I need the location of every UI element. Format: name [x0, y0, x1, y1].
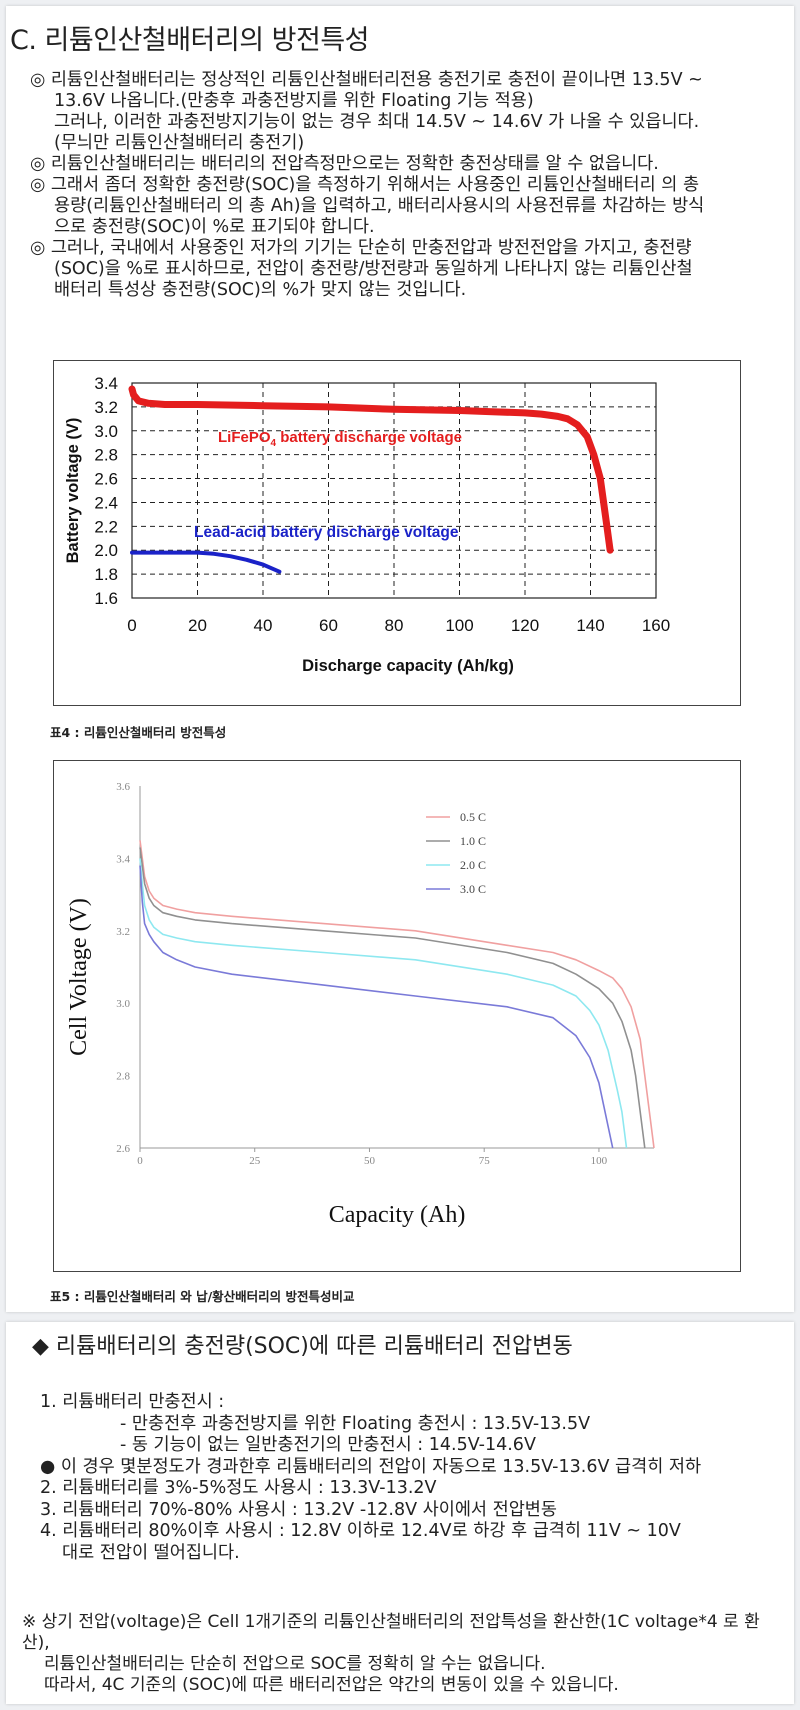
lead-acid-series-label: Lead-acid battery discharge voltage — [194, 524, 459, 541]
y-tick-label: 2.0 — [94, 541, 118, 560]
chart2-caption: 표5 : 리튬인산철배터리 와 납/황산배터리의 방전특성비교 — [50, 1289, 355, 1304]
y-tick-label: 2.6 — [94, 470, 118, 489]
series-line-1 — [139, 840, 655, 1149]
intro-paragraph: 그러나, 이러한 과충전방지기능이 없는 경우 최대 14.5V ~ 14.6V… — [30, 112, 770, 154]
chart1-svg: 3.4 3.2 3.0 2.8 2.6 2.4 2.2 2.0 1.8 1.6 0 20 40 60 80 1… — [64, 374, 670, 675]
y-tick-label: 2.6 — [116, 1143, 130, 1155]
chart-lifepo4-discharge: 3.4 3.2 3.0 2.8 2.6 2.4 2.2 2.0 1.8 1.6 0 20 40 60 80 1… — [53, 360, 741, 706]
lead-acid-discharge-line — [130, 550, 282, 574]
y-tick-label: 3.2 — [94, 398, 118, 417]
lifepo4-discharge-line — [128, 385, 614, 554]
intro-line: ◎ 그래서 좀더 정확한 충전량(SOC)을 측정하기 위해서는 사용중인 리튬… — [30, 175, 700, 195]
x-tick-label: 160 — [642, 616, 670, 635]
chart1-caption: 표4 : 리튬인산철배터리 방전특성 — [50, 725, 227, 740]
intro-line: ◎ 리튬인산철배터리는 배터리의 전압측정만으로는 정확한 충전상태를 알 수 … — [30, 154, 659, 174]
lifepo4-series-label: LiFePO4 battery discharge voltage — [218, 429, 462, 449]
chart-cell-voltage-capacity: 3.6 3.4 3.2 3.0 2.8 2.6 0 25 50 75 100 Capacity (Ah… — [53, 760, 741, 1272]
intro-line: 배터리 특성상 충전량(SOC)의 %가 맞지 않는 것입니다. — [54, 280, 467, 300]
soc-section-title: ◆ 리튬배터리의 충전량(SOC)에 따른 리튬배터리 전압변동 — [32, 1334, 573, 1359]
chart2-svg: 3.6 3.4 3.2 3.0 2.8 2.6 0 25 50 75 100 Capacity (Ah… — [66, 781, 655, 1228]
x-tick-label: 80 — [385, 616, 404, 635]
intro-paragraph: ◎ 리튬인산철배터리는 정상적인 리튬인산철배터리전용 충전기로 충전이 끝이나… — [30, 70, 770, 112]
x-tick-label: 60 — [319, 616, 338, 635]
x-axis-label: Discharge capacity (Ah/kg) — [302, 657, 514, 675]
y-axis-label: Cell Voltage (V) — [66, 898, 92, 1056]
x-tick-label: 120 — [511, 616, 539, 635]
y-tick-label: 3.4 — [94, 374, 118, 393]
soc-note: ※ 상기 전압(voltage)은 Cell 1개기준의 리튬인산철배터리의 전… — [22, 1612, 782, 1696]
soc-list-item: 대로 전압이 떨어집니다. — [62, 1542, 240, 1563]
intro-line: 그러나, 이러한 과충전방지기능이 없는 경우 최대 14.5V ~ 14.6V… — [54, 112, 700, 132]
y-tick-label: 3.2 — [116, 926, 130, 938]
plot-frame — [131, 382, 657, 599]
series-line-4 — [139, 865, 614, 1149]
intro-line: (무늬만 리튬인산철배터리 충전기) — [54, 133, 305, 153]
y-tick-label: 1.6 — [94, 589, 118, 608]
x-tick-label: 50 — [364, 1155, 376, 1167]
soc-list-item: 1. 리튬배터리 만충전시 : — [40, 1392, 225, 1412]
y-tick-label: 2.8 — [116, 1071, 130, 1083]
x-tick-label: 25 — [249, 1155, 261, 1167]
x-tick-label: 40 — [254, 616, 273, 635]
soc-list-item: 4. 리튬배터리 80%이후 사용시 : 12.8V 이하로 12.4V로 하강… — [40, 1521, 681, 1541]
y-tick-label: 2.4 — [94, 493, 118, 512]
legend-label: 1.0 C — [460, 834, 486, 848]
intro-line: (SOC)을 %로 표시하므로, 전압이 충전량/방전량과 동일하게 나타나지 … — [54, 259, 693, 279]
x-tick-label: 140 — [576, 616, 604, 635]
soc-note-line: 리튬인산철배터리는 단순히 전압으로 SOC를 정확히 알 수는 없읍니다. — [44, 1654, 546, 1674]
x-tick-label: 0 — [137, 1155, 143, 1167]
intro-line: 용량(리튬인산철배터리 의 총 Ah)을 입력하고, 배터리사용시의 사용전류를… — [54, 196, 705, 216]
intro-paragraphs: ◎ 리튬인산철배터리는 정상적인 리튬인산철배터리전용 충전기로 충전이 끝이나… — [30, 70, 770, 301]
y-tick-label: 3.4 — [116, 853, 130, 865]
y-tick-label: 3.0 — [94, 422, 118, 441]
page-title: C. 리튬인산철배터리의 방전특성 — [10, 25, 370, 56]
intro-line: 으로 충전량(SOC)이 %로 표기되야 합니다. — [54, 217, 375, 237]
y-tick-label: 3.0 — [116, 998, 130, 1010]
soc-voltage-list: 1. 리튬배터리 만충전시 :- 만충전후 과충전방지를 위한 Floating… — [40, 1392, 780, 1564]
y-tick-label: 1.8 — [94, 565, 118, 584]
soc-list-item: 3. 리튬배터리 70%-80% 사용시 : 13.2V -12.8V 사이에서… — [40, 1499, 557, 1520]
soc-section-card — [6, 1322, 794, 1704]
x-tick-label: 20 — [188, 616, 207, 635]
x-tick-label: 0 — [127, 616, 136, 635]
x-tick-label: 75 — [479, 1155, 491, 1167]
intro-paragraph: ◎ 그러나, 국내에서 사용중인 저가의 기기는 단순히 만충전압과 방전전압을… — [30, 238, 770, 301]
soc-list-item: - 동 기능이 없는 일반충전기의 만충전시 : 14.5V-14.6V — [120, 1435, 536, 1455]
intro-paragraph: ◎ 리튬인산철배터리는 배터리의 전압측정만으로는 정확한 충전상태를 알 수 … — [30, 154, 770, 175]
intro-line: ◎ 그러나, 국내에서 사용중인 저가의 기기는 단순히 만충전압과 방전전압을… — [30, 238, 692, 258]
intro-paragraph: ◎ 그래서 좀더 정확한 충전량(SOC)을 측정하기 위해서는 사용중인 리튬… — [30, 175, 770, 238]
soc-list-item: - 만충전후 과충전방지를 위한 Floating 충전시 : 13.5V-13… — [120, 1413, 591, 1434]
y-tick-label: 2.2 — [94, 517, 118, 536]
legend-label: 0.5 C — [460, 810, 486, 824]
legend-label: 2.0 C — [460, 858, 486, 872]
x-tick-label: 100 — [591, 1155, 608, 1167]
soc-note-line: 따라서, 4C 기준의 (SOC)에 따른 배터리전압은 약간의 변동이 있을 … — [44, 1675, 619, 1695]
y-axis-label: Battery voltage (V) — [64, 418, 82, 564]
x-axis-label: Capacity (Ah) — [329, 1202, 466, 1228]
soc-note-line: ※ 상기 전압(voltage)은 Cell 1개기준의 리튬인산철배터리의 전… — [22, 1612, 760, 1653]
x-tick-label: 100 — [445, 616, 473, 635]
intro-line: 13.6V 나옵니다.(만충후 과충전방지를 위한 Floating 기능 적용… — [54, 91, 534, 111]
intro-line: ◎ 리튬인산철배터리는 정상적인 리튬인산철배터리전용 충전기로 충전이 끝이나… — [30, 70, 703, 90]
soc-list-item: ● 이 경우 몇분정도가 경과한후 리튬배터리의 전압이 자동으로 13.5V-… — [40, 1456, 702, 1477]
soc-list-item: 2. 리튬배터리를 3%-5%정도 사용시 : 13.3V-13.2V — [40, 1478, 437, 1498]
y-tick-label: 2.8 — [94, 446, 118, 465]
y-tick-label: 3.6 — [116, 781, 130, 793]
series-line-3 — [139, 858, 628, 1149]
series-line-2 — [139, 847, 646, 1149]
legend-label: 3.0 C — [460, 882, 486, 896]
